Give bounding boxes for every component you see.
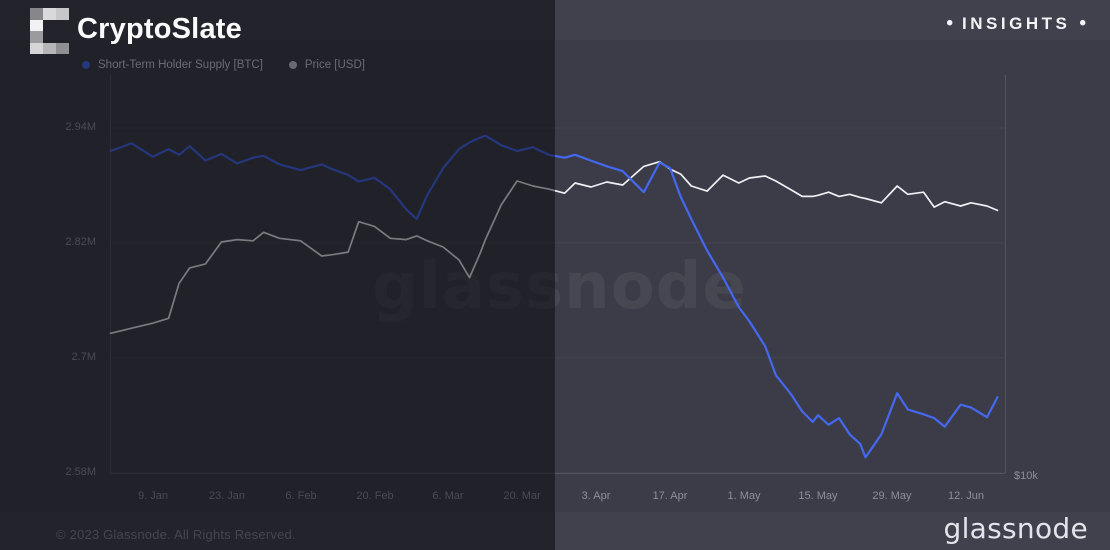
logo-pixel	[30, 8, 43, 20]
price-series-line	[109, 160, 999, 335]
x-tick-label: 1. May	[727, 490, 761, 502]
gridlines	[110, 127, 1005, 474]
copyright-text: © 2023 Glassnode. All Rights Reserved.	[56, 527, 296, 542]
logo-pixel	[43, 20, 56, 32]
logo-pixel	[43, 31, 56, 43]
logo-pixel	[30, 31, 43, 43]
cryptoslate-logo-icon[interactable]	[30, 8, 69, 54]
logo-pixel	[56, 31, 69, 43]
x-tick-label: 29. May	[872, 490, 912, 502]
y-tick-label: 2.94M	[65, 121, 96, 133]
x-tick-label: 20. Feb	[356, 490, 394, 502]
logo-pixel	[56, 8, 69, 20]
legend-item-supply[interactable]: Short-Term Holder Supply [BTC]	[82, 59, 263, 71]
x-tick-label: 6. Feb	[285, 490, 317, 502]
logo-pixel	[43, 8, 56, 20]
logo-pixel	[56, 20, 69, 32]
supply-series-line	[109, 134, 999, 459]
chart-legend: Short-Term Holder Supply [BTC] Price [US…	[82, 59, 365, 71]
insights-label: INSIGHTS	[962, 14, 1071, 33]
x-tick-label: 6. Mar	[432, 490, 464, 502]
y-tick-label: 2.82M	[65, 236, 96, 248]
insights-link[interactable]: • INSIGHTS •	[946, 13, 1086, 35]
insights-bullet-right-icon: •	[1079, 13, 1086, 34]
logo-pixel	[30, 19, 43, 31]
x-tick-label: 17. Apr	[652, 490, 688, 502]
legend-item-price[interactable]: Price [USD]	[288, 59, 365, 71]
x-tick-label: 23. Jan	[208, 490, 246, 502]
x-tick-label: 15. May	[798, 490, 838, 502]
x-tick-label: 12. Jun	[947, 490, 985, 502]
x-tick-label: 20. Mar	[503, 490, 541, 502]
legend-label-supply: Short-Term Holder Supply [BTC]	[98, 59, 263, 71]
logo-pixel	[30, 42, 43, 54]
glassnode-wordmark: glassnode	[943, 512, 1088, 545]
supply-legend-dot-icon	[82, 61, 90, 69]
insights-bullet-left-icon: •	[946, 13, 954, 34]
brand-title[interactable]: CryptoSlate	[77, 13, 242, 45]
logo-pixel	[43, 42, 56, 54]
y-tick-label: 2.58M	[65, 466, 96, 478]
x-tick-label: 3. Apr	[581, 490, 611, 502]
y-right-tick-label: $10k	[1014, 470, 1038, 482]
y-tick-label: 2.7M	[71, 351, 96, 363]
x-tick-label: 9. Jan	[138, 490, 168, 502]
price-legend-dot-icon	[288, 61, 297, 69]
legend-label-price: Price [USD]	[304, 59, 365, 71]
logo-pixel	[56, 42, 69, 54]
